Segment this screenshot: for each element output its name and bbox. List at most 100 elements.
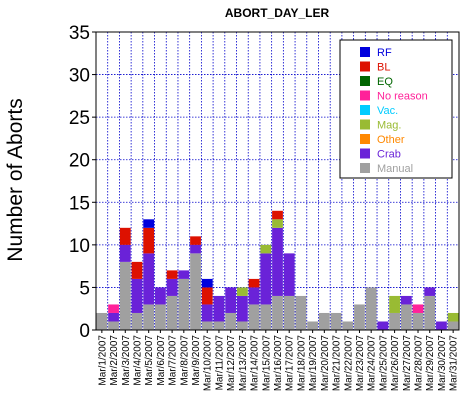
legend-swatch <box>360 90 370 101</box>
x-tick-label: Mar/1/2007 <box>97 335 108 386</box>
bar-segment <box>400 304 412 330</box>
bar-segment <box>213 295 225 322</box>
bar-segment <box>131 312 143 330</box>
bar-segment <box>236 295 248 322</box>
bar-segment <box>330 312 342 330</box>
bar-segment <box>318 312 330 330</box>
bar-segment <box>272 219 283 228</box>
bar-segment <box>272 227 283 296</box>
x-tick-label: Mar/29/2007 <box>425 335 436 392</box>
x-tick-label: Mar/10/2007 <box>203 335 214 392</box>
x-tick-label: Mar/14/2007 <box>250 335 261 392</box>
bars <box>96 210 459 330</box>
bar-segment <box>447 312 459 322</box>
legend-swatch <box>360 134 370 144</box>
x-tick-label: Mar/11/2007 <box>214 335 225 391</box>
bar-segment <box>178 278 190 330</box>
y-axis-label: Number of Aborts <box>4 98 27 261</box>
legend-box <box>339 39 453 179</box>
bar-segment <box>365 287 377 330</box>
legend-label: EQ <box>377 76 393 88</box>
bar-segment <box>190 253 201 330</box>
x-tick-label: Mar/15/2007 <box>261 335 272 392</box>
x-tick-label: Mar/22/2007 <box>343 335 354 392</box>
x-tick-label: Mar/17/2007 <box>285 335 296 392</box>
x-tick-label: Mar/6/2007 <box>156 335 167 386</box>
x-tick-label: Mar/8/2007 <box>179 335 190 386</box>
bar-segment <box>225 312 237 330</box>
bar-segment <box>213 321 225 330</box>
x-tick-label: Mar/5/2007 <box>144 335 155 386</box>
y-tick-label: 10 <box>69 236 90 257</box>
y-tick-label: 5 <box>79 278 90 299</box>
bar-segment <box>201 321 213 330</box>
x-ticks: Mar/1/2007 Mar/2/2007 Mar/3/2007 Mar/4/2007… <box>97 330 460 392</box>
legend-label: Mag. <box>377 120 401 132</box>
legend-label: Other <box>377 134 405 146</box>
legend-swatch <box>360 76 370 86</box>
chart-title: ABORT_DAY_LER <box>225 6 330 20</box>
x-tick-label: Mar/25/2007 <box>378 335 389 392</box>
bar-segment <box>108 321 119 330</box>
x-tick-label: Mar/18/2007 <box>296 335 307 392</box>
legend: RF BL EQ No reason Vac. Mag. Other Crab Manual <box>339 39 453 179</box>
x-tick-label: Mar/7/2007 <box>168 335 179 386</box>
bar-segment <box>354 304 365 330</box>
x-tick-label: Mar/28/2007 <box>414 335 425 392</box>
y-tick-label: 30 <box>69 66 90 87</box>
bar-segment <box>389 312 400 330</box>
bar-segment <box>143 304 155 330</box>
y-ticks: 0 5 10 15 20 25 30 35 <box>69 23 96 342</box>
x-tick-label: Mar/12/2007 <box>226 335 237 392</box>
x-tick-label: Mar/16/2007 <box>273 335 284 392</box>
bar-segment <box>307 321 319 330</box>
bar-segment <box>436 321 447 330</box>
bar-segment <box>166 270 178 279</box>
bar-segment <box>166 278 178 296</box>
legend-label: No reason <box>377 91 428 103</box>
bar-segment <box>131 261 143 279</box>
legend-swatch <box>360 148 370 159</box>
x-tick-label: Mar/30/2007 <box>437 335 448 392</box>
bar-segment <box>201 287 213 305</box>
bar-segment <box>119 244 131 262</box>
bar-segment <box>108 304 119 313</box>
bar-segment <box>119 227 131 245</box>
bar-segment <box>424 295 436 330</box>
legend-swatch <box>360 163 370 173</box>
bar-segment <box>143 253 155 305</box>
legend-label: Crab <box>377 149 401 161</box>
bar-segment <box>236 321 248 330</box>
x-tick-label: Mar/3/2007 <box>121 335 132 386</box>
bar-segment <box>131 278 143 313</box>
bar-segment <box>389 295 400 313</box>
bar-segment <box>248 278 260 288</box>
x-tick-label: Mar/23/2007 <box>355 335 366 392</box>
bar-segment <box>342 321 354 330</box>
bar-segment <box>412 304 424 313</box>
legend-label: RF <box>377 47 392 59</box>
bar-segment <box>412 312 424 330</box>
legend-label: Manual <box>377 163 413 175</box>
bar-segment <box>143 227 155 254</box>
legend-swatch <box>360 119 370 130</box>
bar-segment <box>155 304 166 330</box>
x-tick-label: Mar/21/2007 <box>332 335 343 392</box>
bar-segment <box>283 253 295 296</box>
y-tick-label: 15 <box>69 193 90 214</box>
x-tick-label: Mar/19/2007 <box>308 335 319 392</box>
legend-swatch <box>360 105 370 115</box>
bar-segment <box>225 287 237 313</box>
bar-segment <box>201 278 213 288</box>
y-tick-label: 0 <box>79 321 90 342</box>
y-tick-label: 35 <box>69 23 90 44</box>
x-tick-label: Mar/4/2007 <box>132 335 143 386</box>
bar-segment <box>108 312 119 322</box>
bar-segment <box>119 261 131 330</box>
bar-segment <box>377 321 389 330</box>
x-tick-label: Mar/27/2007 <box>402 335 413 392</box>
bar-segment <box>143 219 155 228</box>
bar-segment <box>190 244 201 254</box>
legend-label: BL <box>377 62 390 74</box>
